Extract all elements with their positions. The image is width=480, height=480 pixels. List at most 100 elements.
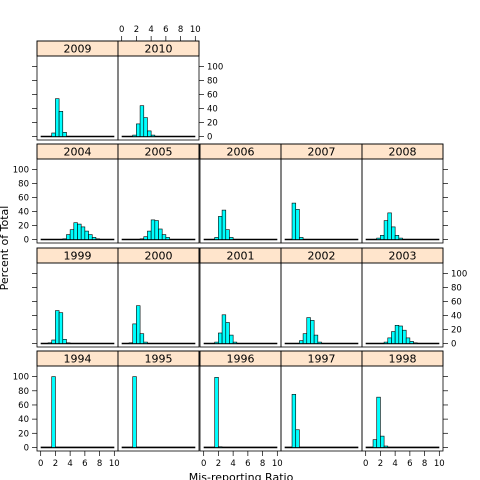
histogram-bar	[147, 230, 152, 240]
y-tick-label: 60	[207, 91, 218, 101]
panel-border	[361, 350, 444, 452]
x-tick-label: 0	[38, 459, 43, 469]
histogram-bar	[62, 238, 67, 240]
histogram-bar	[232, 341, 238, 344]
y-tick-label: 80	[207, 77, 218, 87]
y-tick-label: 80	[18, 387, 29, 397]
x-tick-label: 0	[119, 25, 124, 35]
panel-border	[117, 350, 200, 452]
histogram-bar	[380, 235, 385, 240]
histogram-bar	[51, 339, 56, 344]
y-tick-label: 20	[18, 222, 29, 232]
x-tick-label: 4	[230, 459, 235, 469]
panel-strip-label: 2006	[227, 146, 255, 159]
panel-strip-label: 1994	[64, 353, 92, 366]
histogram-bar	[313, 334, 319, 344]
x-tick-label: 0	[201, 459, 206, 469]
x-tick-label: 10	[190, 25, 201, 35]
histogram-bar	[409, 341, 414, 344]
x-tick-label: 6	[82, 459, 87, 469]
histogram-bar	[218, 332, 223, 344]
y-tick-label: 0	[451, 340, 456, 350]
histogram-bar	[372, 439, 378, 448]
histogram-bar	[139, 238, 145, 240]
histogram-bar	[225, 229, 230, 240]
x-tick-label: 10	[272, 459, 283, 469]
histogram-bar	[214, 377, 219, 448]
y-tick-label: 80	[18, 180, 29, 190]
x-tick-label: 0	[363, 459, 368, 469]
y-tick-label: 100	[451, 270, 467, 280]
histogram-bar	[214, 237, 219, 240]
histogram-bar	[165, 237, 170, 240]
panel-strip-label: 2008	[389, 146, 417, 159]
histogram-bar	[402, 329, 407, 344]
histogram-bar	[398, 325, 403, 344]
histogram-bar	[299, 340, 304, 344]
histogram-bar	[387, 337, 392, 344]
histogram-bar	[218, 216, 223, 240]
panel-strip-label: 2005	[145, 146, 173, 159]
histogram-bar	[132, 134, 137, 137]
histogram-bar	[158, 228, 163, 240]
histogram-bar	[95, 238, 100, 240]
y-tick-label: 0	[24, 236, 29, 246]
histogram-bar	[380, 435, 385, 448]
histogram-bar	[229, 237, 234, 240]
y-tick-label: 20	[18, 429, 29, 439]
histogram-bar	[150, 134, 156, 137]
histogram-bar	[136, 123, 141, 137]
panel-strip-label: 2004	[64, 146, 92, 159]
x-axis-title: Mis-reporting Ratio	[189, 471, 294, 480]
histogram-bar	[299, 237, 304, 240]
y-tick-label: 60	[451, 298, 462, 308]
x-tick-label: 4	[67, 459, 72, 469]
histogram-bar	[143, 236, 148, 240]
panel-strip-label: 1995	[145, 353, 173, 366]
x-tick-label: 6	[407, 459, 412, 469]
y-tick-label: 0	[24, 443, 29, 453]
histogram-bar	[221, 314, 227, 344]
histogram-bar	[310, 320, 315, 344]
histogram-bar	[218, 446, 223, 448]
y-tick-label: 20	[207, 119, 218, 129]
histogram-bar	[66, 342, 71, 344]
x-tick-label: 2	[53, 459, 58, 469]
panel-strip-label: 2003	[389, 250, 417, 263]
y-axis-title: Percent of Total	[0, 206, 11, 291]
histogram-bar	[77, 223, 82, 240]
y-tick-label: 60	[18, 401, 29, 411]
histogram-bar	[295, 429, 300, 448]
y-tick-label: 40	[18, 208, 29, 218]
histogram-bar	[139, 105, 145, 137]
histogram-bar	[221, 209, 227, 240]
histogram-bar	[58, 312, 64, 344]
histogram-bar	[391, 331, 396, 344]
histogram-bar	[51, 376, 56, 448]
histogram-bar	[80, 226, 86, 240]
histogram-bar	[69, 229, 75, 240]
histogram-bar	[291, 394, 297, 448]
x-tick-label: 8	[260, 459, 265, 469]
y-tick-label: 0	[207, 133, 212, 143]
y-tick-label: 100	[13, 166, 29, 176]
panel-strip-label: 1996	[227, 353, 255, 366]
x-tick-label: 10	[109, 459, 120, 469]
histogram-bar	[383, 445, 389, 448]
histogram-bar	[143, 341, 148, 344]
histogram-bar	[136, 305, 141, 344]
histogram-bar	[139, 333, 145, 344]
y-tick-label: 20	[451, 326, 462, 336]
panel-strip-label: 2010	[145, 43, 173, 56]
panel-strip-label: 1997	[308, 353, 336, 366]
histogram-bar	[55, 98, 60, 137]
histogram-bar	[229, 334, 234, 344]
histogram-bar	[376, 237, 381, 240]
histogram-bar	[73, 222, 78, 240]
panel-border	[361, 247, 444, 348]
x-tick-label: 8	[97, 459, 102, 469]
histogram-bar	[291, 202, 297, 240]
histogram-bar	[147, 130, 152, 137]
histogram-bar	[383, 220, 389, 240]
